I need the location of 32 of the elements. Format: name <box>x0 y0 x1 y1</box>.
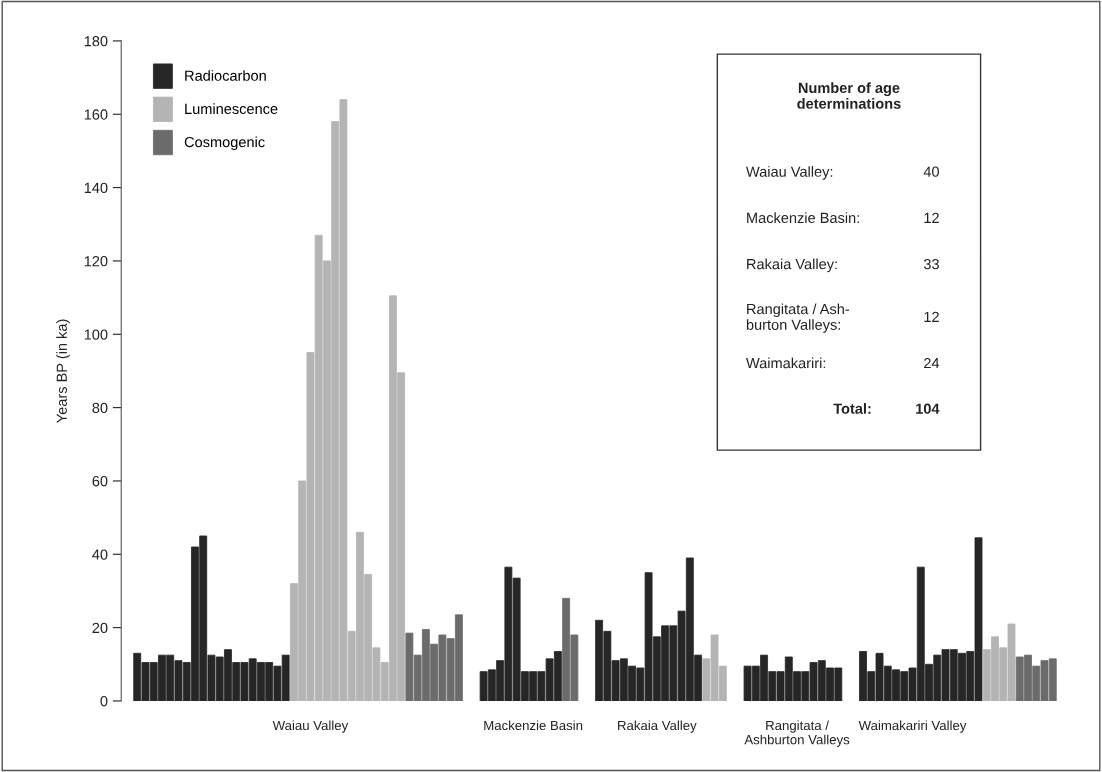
annotation: Rakaia Valley: <box>747 258 837 273</box>
legend-label: Cosmogenic <box>184 136 265 151</box>
annotation: Rangitata / Ash- burton Valleys: <box>746 303 850 333</box>
annotation: Mackenzie Basin: <box>747 212 859 224</box>
y-tick-label: 160 <box>84 109 108 120</box>
x-tick-label: Waimakariri Valley <box>858 720 967 733</box>
y-tick-label: 180 <box>84 36 108 47</box>
y-tick-label: 40 <box>92 549 108 560</box>
x-tick-label: Rakaia Valley <box>618 720 697 733</box>
y-tick-label: 20 <box>92 622 108 634</box>
y-axis-title: Years BP (in ka) <box>56 319 70 423</box>
annotation: Waiau Valley: <box>746 166 833 180</box>
annotation: 40 <box>923 166 939 177</box>
annotation: 104 <box>916 403 940 414</box>
annotation: 24 <box>924 357 940 369</box>
x-tick-label: Waiau Valley <box>272 720 349 733</box>
x-tick-label: Mackenzie Basin <box>484 720 583 731</box>
y-tick-label: 100 <box>84 329 108 340</box>
y-tick-label: 140 <box>84 182 108 194</box>
legend-label: Radiocarbon <box>185 70 266 81</box>
y-tick-label: 0 <box>100 696 108 707</box>
annotation: 12 <box>924 311 939 322</box>
annotation: Number of age determinations <box>797 82 901 109</box>
annotation: Waimakariri: <box>746 357 826 369</box>
annotation: 12 <box>924 212 939 223</box>
y-tick-label: 60 <box>92 476 108 487</box>
y-tick-label: 80 <box>92 402 108 414</box>
y-tick-label: 120 <box>84 256 108 267</box>
x-tick-label: Rangitata / Ashburton Valleys <box>744 720 850 747</box>
annotation: Total: <box>833 403 871 414</box>
legend-label: Luminescence <box>185 103 278 115</box>
annotation: 33 <box>923 258 939 270</box>
